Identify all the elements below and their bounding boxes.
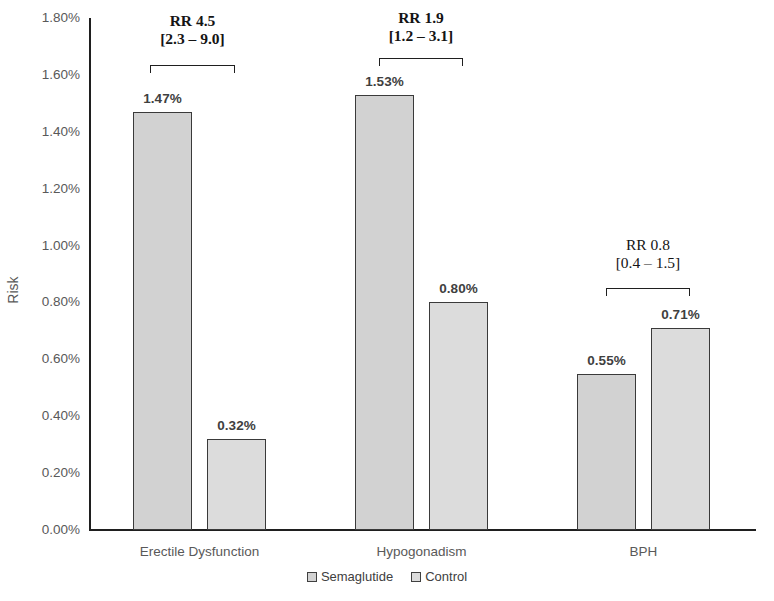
y-tick-label: 0.20% bbox=[0, 465, 80, 481]
rr-annotation: RR 1.9 bbox=[336, 9, 506, 26]
bar-value-label: 1.53% bbox=[340, 74, 430, 89]
comparison-bracket bbox=[606, 288, 690, 296]
legend-label: Control bbox=[425, 569, 467, 584]
bar-value-label: 0.32% bbox=[192, 418, 282, 433]
ci-annotation: [1.2 – 3.1] bbox=[336, 27, 506, 44]
category-label: BPH bbox=[554, 544, 734, 560]
rr-annotation: RR 4.5 bbox=[108, 12, 278, 29]
bar-value-label: 1.47% bbox=[118, 91, 208, 106]
y-axis-line bbox=[89, 18, 91, 531]
legend: Semaglutide Control bbox=[0, 569, 774, 584]
comparison-bracket bbox=[150, 65, 235, 73]
bar-value-label: 0.80% bbox=[414, 281, 504, 296]
y-tick-label: 1.00% bbox=[0, 238, 80, 254]
legend-marker-icon bbox=[307, 572, 317, 582]
y-tick-label: 0.60% bbox=[0, 351, 80, 367]
bar-semaglutide-2 bbox=[577, 374, 636, 530]
y-tick-label: 0.40% bbox=[0, 408, 80, 424]
legend-label: Semaglutide bbox=[321, 569, 393, 584]
category-label: Hypogonadism bbox=[332, 544, 512, 560]
comparison-bracket bbox=[379, 58, 463, 66]
bar-control-0 bbox=[207, 439, 266, 530]
bar-control-2 bbox=[651, 328, 710, 530]
y-tick-label: 0.80% bbox=[0, 294, 80, 310]
bar-control-1 bbox=[429, 302, 488, 530]
ci-annotation: [0.4 – 1.5] bbox=[563, 254, 733, 271]
ci-annotation: [2.3 – 9.0] bbox=[108, 30, 278, 47]
bar-chart: Risk 0.00% 0.20% 0.40% 0.60% 0.80% 1.00% 1.20%… bbox=[0, 0, 774, 601]
bar-semaglutide-1 bbox=[355, 95, 414, 530]
bar-value-label: 0.71% bbox=[636, 307, 726, 322]
y-tick-label: 1.40% bbox=[0, 124, 80, 140]
rr-annotation: RR 0.8 bbox=[563, 236, 733, 253]
y-tick-label: 1.60% bbox=[0, 67, 80, 83]
y-tick-label: 1.20% bbox=[0, 181, 80, 197]
category-label: Erectile Dysfunction bbox=[110, 544, 290, 560]
y-tick-label: 1.80% bbox=[0, 10, 80, 26]
bar-semaglutide-0 bbox=[133, 112, 192, 530]
legend-item-control: Control bbox=[411, 569, 467, 584]
bar-value-label: 0.55% bbox=[562, 353, 652, 368]
legend-item-semaglutide: Semaglutide bbox=[307, 569, 393, 584]
y-axis-title: Risk bbox=[5, 250, 21, 330]
legend-marker-icon bbox=[411, 572, 421, 582]
y-tick-label: 0.00% bbox=[0, 522, 80, 538]
